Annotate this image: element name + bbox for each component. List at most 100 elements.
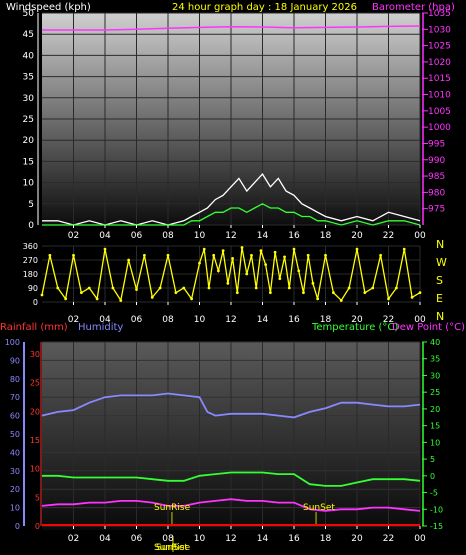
barometer-tick-label: 990 bbox=[428, 156, 445, 166]
sunset-label: SunSet bbox=[303, 503, 335, 513]
wind-direction-point bbox=[418, 291, 422, 295]
wind-x-tick-label: 08 bbox=[162, 231, 174, 241]
wind-direction-point bbox=[158, 286, 162, 290]
wind-direction-point bbox=[297, 269, 301, 273]
wind-direction-point bbox=[347, 286, 351, 290]
wind-direction-point bbox=[387, 297, 390, 301]
wind-direction-point bbox=[198, 261, 201, 265]
temperature-series-line bbox=[42, 471, 421, 487]
compass-direction-label: E bbox=[436, 292, 443, 305]
temp-x-tick-label: 20 bbox=[351, 534, 363, 544]
wind-direction-point bbox=[302, 291, 305, 295]
barometer-tick-label: 975 bbox=[428, 205, 445, 215]
barometer-tick-label: 980 bbox=[428, 188, 445, 198]
direction-y-tick-label: 0 bbox=[33, 298, 38, 307]
wind-y-tick-label: 10 bbox=[23, 179, 35, 189]
wind-x-tick-label: 04 bbox=[99, 231, 111, 241]
wind-direction-point bbox=[56, 286, 60, 290]
barometer-tick-label: 1025 bbox=[428, 42, 451, 52]
direction-x-tick-label: 04 bbox=[99, 315, 111, 325]
temp-x-tick-label: 12 bbox=[225, 534, 236, 544]
wind-direction-point bbox=[231, 257, 234, 260]
wind-direction-point bbox=[324, 253, 327, 257]
wind-x-tick-label: 18 bbox=[320, 231, 332, 241]
temp-x-tick-label: 14 bbox=[257, 534, 269, 544]
barometer-tick-label: 1000 bbox=[428, 123, 451, 133]
wind-direction-point bbox=[363, 291, 367, 295]
wind-y-tick-label: 20 bbox=[23, 136, 35, 146]
barometer-axis-label: Barometer (hpa) bbox=[372, 2, 455, 13]
rainfall-tick-label: 20 bbox=[30, 407, 40, 416]
wind-y-tick-label: 40 bbox=[23, 51, 35, 61]
temp-x-tick-label: 10 bbox=[194, 534, 206, 544]
temperature-tick-label: 20 bbox=[430, 405, 440, 414]
rainfall-tick-label: 25 bbox=[30, 379, 40, 388]
wind-y-tick-label: 0 bbox=[28, 221, 34, 231]
barometer-tick-label: 1020 bbox=[428, 58, 451, 68]
wind-direction-point bbox=[273, 250, 277, 254]
wind-direction-point bbox=[283, 255, 286, 259]
direction-x-tick-label: 20 bbox=[351, 315, 363, 325]
wind-direction-point bbox=[217, 269, 220, 273]
temperature-tick-label: 0 bbox=[430, 472, 435, 481]
humidity-tick-label: 40 bbox=[10, 448, 20, 457]
humidity-tick-label: 60 bbox=[10, 412, 20, 421]
wind-y-tick-label: 35 bbox=[23, 73, 34, 83]
bottom-sunrise-label: SunRise bbox=[154, 543, 191, 553]
wind-direction-point bbox=[287, 286, 291, 290]
temperature-tick-label: 10 bbox=[430, 438, 440, 447]
wind-direction-point bbox=[48, 253, 52, 257]
wind-direction-point bbox=[292, 247, 296, 251]
temperature-tick-label: -15 bbox=[430, 522, 443, 531]
wind-direction-point bbox=[254, 286, 258, 290]
temperature-tick-label: 25 bbox=[430, 388, 440, 397]
wind-direction-point bbox=[339, 299, 343, 302]
temperature-tick-label: -10 bbox=[430, 505, 443, 514]
temperature-tick-label: 40 bbox=[430, 338, 440, 347]
temp-x-tick-label: 06 bbox=[131, 534, 143, 544]
wind-direction-point bbox=[127, 258, 131, 262]
barometer-tick-label: 1010 bbox=[428, 91, 451, 101]
wind-direction-series bbox=[40, 246, 422, 303]
wind-x-tick-label: 10 bbox=[194, 231, 206, 241]
humidity-tick-label: 0 bbox=[15, 522, 20, 531]
rainfall-tick-label: 15 bbox=[30, 436, 40, 445]
wind-direction-point bbox=[331, 291, 335, 295]
wind-direction-point bbox=[402, 247, 406, 251]
rainfall-tick-label: 0 bbox=[35, 522, 40, 531]
wind-y-tick-label: 45 bbox=[23, 30, 34, 40]
wind-y-tick-label: 15 bbox=[23, 157, 34, 167]
humidity-tick-label: 100 bbox=[5, 338, 20, 347]
wind-x-tick-label: 20 bbox=[351, 231, 363, 241]
temp-x-tick-label: 08 bbox=[162, 534, 174, 544]
humidity-axis-label: Humidity bbox=[78, 322, 123, 333]
dewpoint-axis-label: Dew Point (°C) bbox=[392, 322, 465, 333]
rainfall-tick-label: 10 bbox=[30, 465, 40, 474]
wind-direction-point bbox=[410, 295, 414, 299]
rainfall-axis-label: Rainfall (mm) bbox=[0, 322, 68, 333]
temperature-tick-label: 5 bbox=[430, 455, 435, 464]
direction-x-tick-label: 22 bbox=[383, 315, 394, 325]
wind-direction-point bbox=[245, 272, 249, 276]
rainfall-tick-label: 30 bbox=[30, 350, 40, 359]
rainfall-tick-label: 5 bbox=[35, 493, 40, 502]
direction-x-tick-label: 06 bbox=[131, 315, 143, 325]
humidity-tick-label: 90 bbox=[10, 356, 20, 365]
wind-direction-point bbox=[379, 253, 383, 257]
barometer-tick-label: 995 bbox=[428, 139, 445, 149]
wind-direction-point bbox=[87, 286, 91, 290]
wind-direction-point bbox=[316, 297, 320, 301]
wind-plot-axes: 0510152025303540455097598098599099510001… bbox=[23, 9, 452, 241]
wind-direction-point bbox=[64, 297, 68, 301]
wind-direction-point bbox=[221, 249, 225, 253]
wind-x-tick-label: 12 bbox=[225, 231, 236, 241]
windspeed-axis-label: Windspeed (kph) bbox=[6, 2, 91, 13]
wind-direction-point bbox=[103, 247, 107, 251]
direction-y-tick-label: 360 bbox=[23, 242, 38, 251]
sunrise-label: SunRise bbox=[154, 503, 191, 513]
wind-y-tick-label: 50 bbox=[23, 9, 35, 19]
wind-direction-point bbox=[40, 293, 44, 297]
humidity-tick-label: 10 bbox=[10, 504, 20, 513]
direction-x-tick-label: 00 bbox=[414, 315, 426, 325]
temperature-plot-series bbox=[41, 392, 421, 552]
